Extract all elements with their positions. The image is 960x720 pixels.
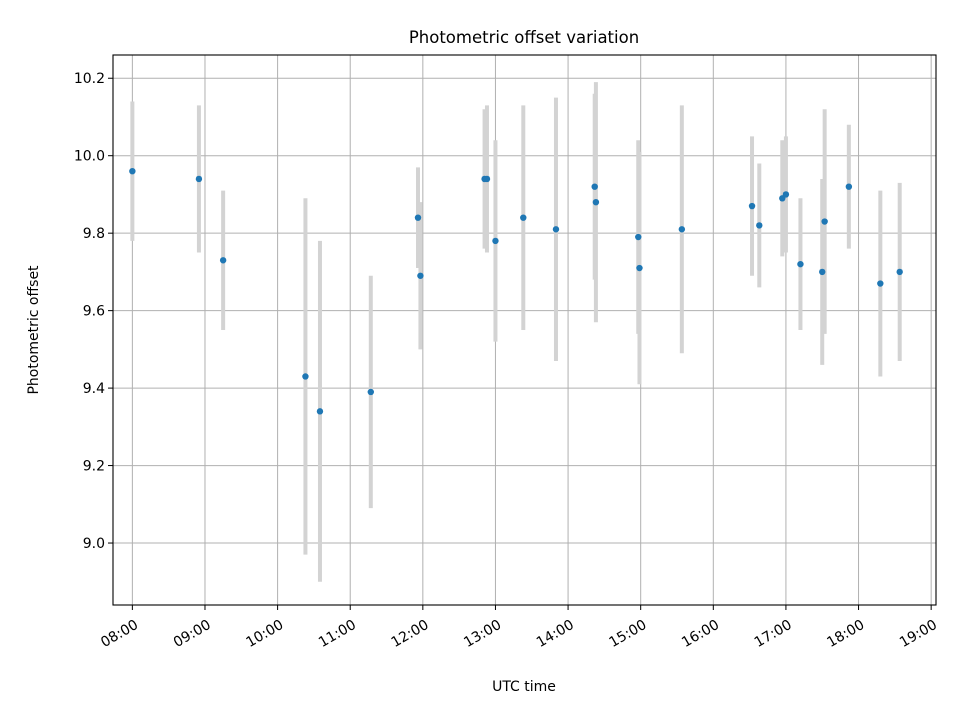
y-tick-label: 9.2 xyxy=(83,459,105,475)
data-point xyxy=(417,272,424,279)
data-point xyxy=(591,183,598,190)
data-point xyxy=(756,222,763,229)
data-point xyxy=(782,191,790,198)
y-tick-label: 9.6 xyxy=(83,304,105,320)
y-tick-label: 10.0 xyxy=(74,149,105,165)
data-point xyxy=(797,260,804,268)
data-point xyxy=(129,167,136,175)
data-point xyxy=(492,237,499,245)
y-tick-label: 9.8 xyxy=(83,226,105,242)
data-point xyxy=(845,183,853,190)
data-point xyxy=(316,408,324,415)
data-point xyxy=(635,233,642,241)
data-point xyxy=(748,202,756,210)
data-point xyxy=(678,226,686,233)
data-points xyxy=(129,167,903,415)
data-point xyxy=(877,280,884,287)
plot-area-frame xyxy=(112,54,937,606)
y-tick-label: 9.0 xyxy=(83,536,105,552)
y-tick-label: 10.2 xyxy=(74,71,105,87)
x-axis-label: UTC time xyxy=(492,679,556,695)
data-point xyxy=(592,198,600,206)
chart-title: Photometric offset variation xyxy=(409,28,639,47)
data-point xyxy=(483,175,491,183)
y-axis-label: Photometric offset xyxy=(26,265,42,395)
data-point xyxy=(302,373,309,380)
data-point xyxy=(821,218,828,225)
data-point xyxy=(195,175,203,183)
data-point xyxy=(367,388,374,396)
y-axis: 9.0 9.2 9.4 9.6 9.8 10.0 10.2 xyxy=(74,71,113,552)
y-tick-label: 9.4 xyxy=(83,381,105,397)
data-point xyxy=(520,214,527,221)
data-point xyxy=(552,226,560,233)
data-point xyxy=(896,268,903,276)
data-point xyxy=(414,214,422,221)
data-point xyxy=(219,257,227,264)
data-point xyxy=(819,268,826,276)
data-point xyxy=(636,264,643,272)
